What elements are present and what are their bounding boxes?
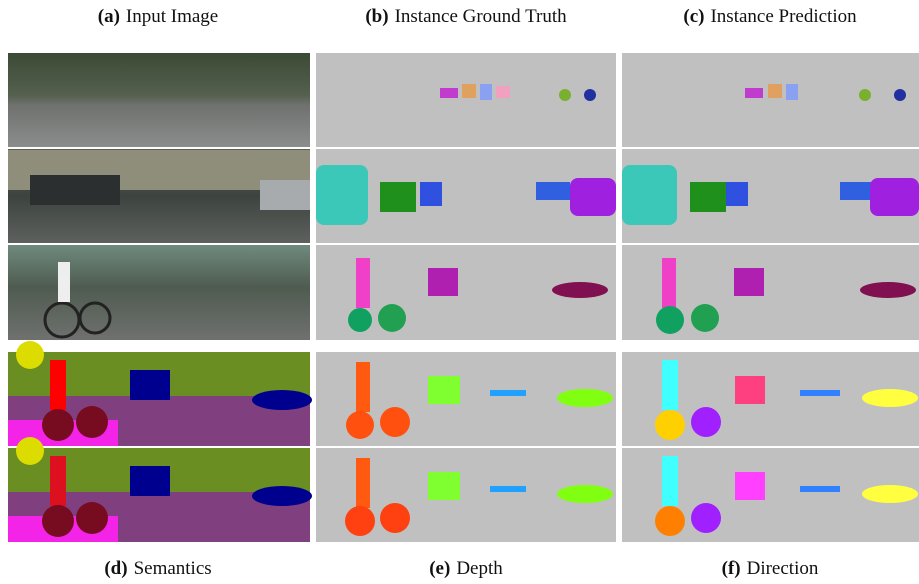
segment bbox=[691, 407, 721, 437]
caption-label: (e) bbox=[429, 558, 450, 579]
segment bbox=[462, 84, 476, 98]
segment bbox=[552, 282, 608, 298]
segment bbox=[735, 472, 765, 500]
segment bbox=[76, 502, 108, 534]
segment bbox=[656, 306, 684, 334]
caption-text: Instance Prediction bbox=[710, 6, 856, 27]
caption-label: (d) bbox=[104, 558, 127, 579]
segment bbox=[130, 466, 170, 496]
segment bbox=[490, 486, 526, 492]
caption-label: (a) bbox=[98, 6, 120, 27]
caption-text: Direction bbox=[747, 558, 819, 579]
segment bbox=[662, 360, 678, 410]
segment bbox=[420, 182, 442, 206]
segment bbox=[16, 341, 44, 369]
caption-text: Semantics bbox=[134, 558, 212, 579]
caption: (e) Depth bbox=[316, 558, 616, 580]
caption: (c) Instance Prediction bbox=[620, 6, 919, 28]
segment bbox=[16, 437, 44, 465]
segment bbox=[356, 362, 370, 412]
segment bbox=[428, 472, 460, 500]
caption-text: Depth bbox=[456, 558, 502, 579]
segment bbox=[380, 182, 416, 212]
segment bbox=[42, 409, 74, 441]
caption-text: Input Image bbox=[126, 6, 218, 27]
instance-gt bbox=[316, 53, 616, 147]
segment bbox=[735, 376, 765, 404]
segment bbox=[356, 258, 370, 308]
segment bbox=[130, 370, 170, 400]
input-image bbox=[8, 53, 310, 147]
caption: (f) Direction bbox=[620, 558, 919, 580]
segment bbox=[559, 89, 571, 101]
input-images bbox=[8, 53, 310, 340]
segment bbox=[745, 88, 763, 98]
segment bbox=[490, 390, 526, 396]
segment bbox=[862, 485, 918, 503]
segment bbox=[346, 411, 374, 439]
segment bbox=[800, 390, 840, 396]
segment bbox=[557, 485, 613, 503]
segment bbox=[862, 389, 918, 407]
segment bbox=[860, 282, 916, 298]
segment bbox=[50, 456, 66, 506]
segment bbox=[800, 486, 840, 492]
segment bbox=[859, 89, 871, 101]
car bbox=[30, 175, 120, 205]
caption-label: (b) bbox=[365, 6, 388, 27]
segment bbox=[622, 165, 677, 225]
semantics-panels bbox=[8, 341, 312, 542]
segment bbox=[345, 506, 375, 536]
depth-panels bbox=[316, 352, 616, 542]
segment bbox=[316, 165, 368, 225]
segment bbox=[252, 486, 312, 506]
segment bbox=[536, 182, 570, 200]
segment bbox=[380, 407, 410, 437]
segment bbox=[894, 89, 906, 101]
segment bbox=[786, 84, 798, 100]
input-image bbox=[8, 245, 310, 340]
segment bbox=[50, 360, 66, 410]
segment bbox=[870, 178, 919, 216]
segment bbox=[655, 506, 685, 536]
segment bbox=[348, 308, 372, 332]
caption: (b) Instance Ground Truth bbox=[316, 6, 616, 28]
caption-text: Instance Ground Truth bbox=[395, 6, 567, 27]
segment bbox=[496, 86, 510, 98]
figure: (a)Input Image (b)Instance Ground Truth … bbox=[0, 0, 919, 584]
segment bbox=[734, 268, 764, 296]
segment bbox=[380, 503, 410, 533]
segment bbox=[690, 182, 726, 212]
person bbox=[58, 262, 70, 302]
caption-label: (c) bbox=[683, 6, 704, 27]
segment bbox=[570, 178, 616, 216]
direction-panels bbox=[622, 352, 919, 542]
segment bbox=[584, 89, 596, 101]
segment bbox=[557, 389, 613, 407]
segment bbox=[726, 182, 748, 206]
segment bbox=[252, 390, 312, 410]
instance-pred bbox=[622, 53, 919, 147]
caption-label: (f) bbox=[722, 558, 741, 579]
segment bbox=[840, 182, 874, 200]
car bbox=[260, 180, 310, 210]
instance-panels bbox=[316, 53, 919, 340]
panels bbox=[0, 0, 919, 584]
segment bbox=[480, 84, 492, 100]
segment bbox=[378, 304, 406, 332]
segment bbox=[655, 410, 685, 440]
segment bbox=[662, 456, 678, 506]
segment bbox=[691, 304, 719, 332]
segment bbox=[42, 505, 74, 537]
segment bbox=[691, 503, 721, 533]
segment bbox=[662, 258, 676, 308]
segment bbox=[440, 88, 458, 98]
segment bbox=[356, 458, 370, 508]
segment bbox=[76, 406, 108, 438]
segment bbox=[428, 376, 460, 404]
segment bbox=[768, 84, 782, 98]
segment bbox=[428, 268, 458, 296]
caption: (d) Semantics bbox=[8, 558, 308, 580]
caption: (a) Input Image bbox=[8, 6, 308, 28]
